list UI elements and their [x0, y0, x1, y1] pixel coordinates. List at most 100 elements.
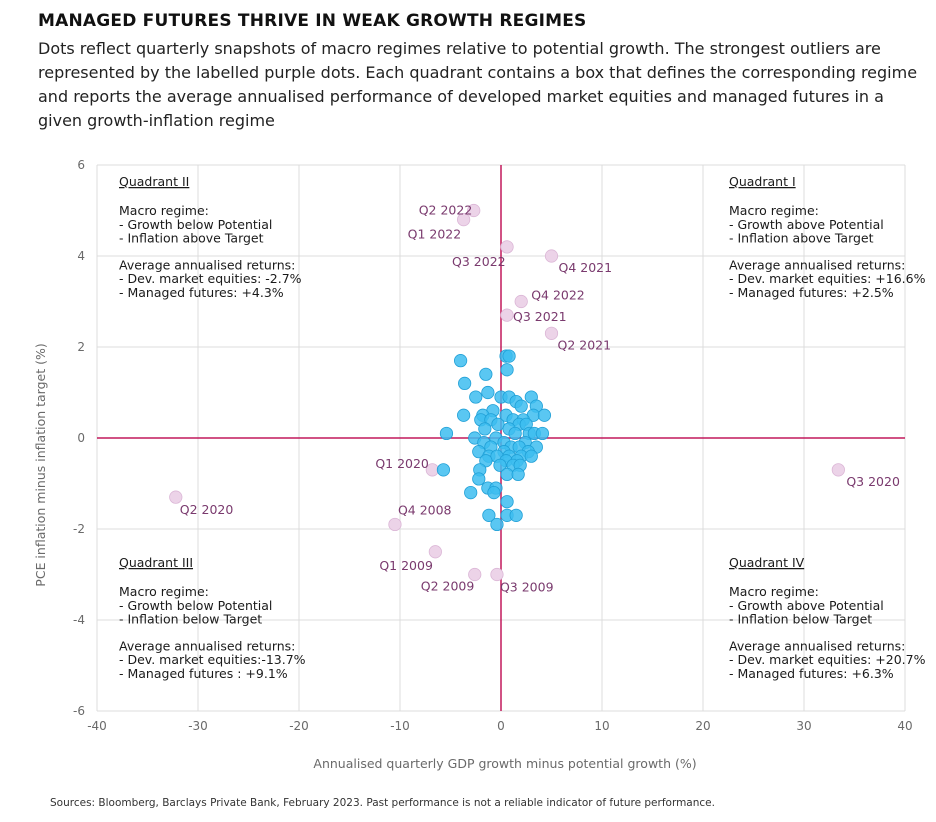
x-axis-label: Annualised quarterly GDP growth minus po…	[313, 756, 696, 771]
quadrant-text-line: - Growth below Potential	[119, 598, 272, 613]
chart-subtitle: Dots reflect quarterly snapshots of macr…	[38, 39, 918, 130]
quadrant-text-line: - Dev. market equities:-13.7%	[119, 652, 306, 667]
data-point	[439, 426, 454, 441]
outlier-label: Q4 2008	[398, 502, 452, 517]
y-tick-label: -2	[73, 522, 85, 536]
chart-title: MANAGED FUTURES THRIVE IN WEAK GROWTH RE…	[38, 11, 587, 31]
x-tick-label: -10	[390, 719, 410, 733]
data-point	[535, 426, 550, 441]
outlier-dot	[831, 463, 845, 477]
quadrant-text-line: Macro regime:	[119, 584, 209, 599]
outlier-label: Q2 2020	[180, 502, 234, 517]
quadrant-text-line: - Growth below Potential	[119, 217, 272, 232]
outlier-label: Q2 2022	[419, 203, 473, 218]
outlier-label: Q3 2022	[452, 254, 506, 269]
quadrant-text-line: Average annualised returns:	[119, 257, 295, 272]
x-tick-label: -30	[188, 719, 208, 733]
data-point	[514, 399, 528, 413]
outlier-label: Q1 2022	[408, 227, 462, 242]
outlier-dots	[169, 203, 845, 582]
quadrant-text-line: - Growth above Potential	[729, 217, 884, 232]
data-point	[457, 408, 471, 422]
quadrant-text-line: - Inflation above Target	[729, 231, 874, 246]
outlier-dot	[544, 249, 559, 263]
data-point	[436, 463, 451, 477]
data-point	[472, 472, 486, 486]
quadrant-text-line: - Managed futures: +4.3%	[119, 285, 284, 300]
outlier-dot	[514, 294, 528, 309]
outlier-label: Q1 2009	[379, 558, 433, 573]
data-point	[500, 495, 514, 509]
y-tick-label: 0	[77, 431, 85, 445]
x-tick-label: 10	[594, 719, 609, 733]
quadrant-text-line: - Managed futures: +2.5%	[729, 285, 894, 300]
data-point	[509, 508, 523, 522]
quadrant-text-line: Average annualised returns:	[729, 257, 905, 272]
outlier-dot	[500, 240, 514, 254]
quadrant-text-line: Macro regime:	[729, 584, 819, 599]
outlier-dot	[544, 326, 559, 340]
quadrant-heading: Quadrant II	[119, 174, 189, 189]
quadrant-heading: Quadrant III	[119, 555, 193, 570]
quadrant-heading: Quadrant I	[729, 174, 796, 189]
data-point	[502, 349, 516, 363]
x-tick-label: 20	[695, 719, 710, 733]
quadrant-text-line: - Inflation above Target	[119, 231, 264, 246]
outlier-dot	[457, 213, 471, 227]
x-tick-label: 0	[497, 719, 505, 733]
y-tick-label: 6	[77, 158, 85, 172]
data-point	[479, 454, 493, 468]
data-point	[524, 449, 538, 463]
outlier-label: Q2 2021	[558, 337, 612, 352]
outlier-dot	[468, 567, 482, 582]
outlier-dot	[467, 203, 481, 218]
data-point	[469, 390, 483, 404]
outlier-label: Q4 2022	[531, 288, 585, 303]
quadrant-box-ii: Quadrant II Macro regime:- Growth below P…	[119, 174, 302, 300]
outlier-label: Q2 2009	[421, 579, 475, 594]
outlier-dot	[388, 517, 402, 532]
quadrant-box-iii: Quadrant III Macro regime:- Growth below …	[119, 555, 306, 681]
quadrant-heading: Quadrant IV	[729, 555, 805, 570]
x-tick-label: -20	[289, 719, 309, 733]
x-tick-label: 30	[796, 719, 811, 733]
data-point	[491, 417, 505, 431]
quadrant-box-i: Quadrant I Macro regime:- Growth above Po…	[729, 174, 926, 300]
quadrant-text-line: - Growth above Potential	[729, 598, 884, 613]
outlier-label: Q3 2021	[513, 309, 567, 324]
data-point	[500, 467, 514, 481]
data-point	[508, 426, 522, 441]
outlier-dot	[490, 567, 504, 582]
quadrant-text-line: Macro regime:	[729, 203, 819, 218]
outlier-dot	[428, 545, 442, 559]
outlier-label: Q3 2009	[500, 580, 554, 595]
y-tick-label: -6	[73, 704, 85, 718]
x-tick-label: 40	[897, 719, 912, 733]
data-point	[537, 408, 552, 422]
data-point	[482, 508, 496, 522]
data-point	[464, 485, 478, 500]
quadrant-text-line: Average annualised returns:	[119, 638, 295, 653]
quadrant-text-line: Average annualised returns:	[729, 638, 905, 653]
quadrant-text-line: - Managed futures : +9.1%	[119, 666, 288, 681]
outlier-dot	[500, 308, 514, 322]
y-tick-label: 2	[77, 340, 85, 354]
data-point	[500, 363, 514, 377]
regular-dots	[436, 349, 552, 532]
data-point	[490, 517, 504, 532]
quadrant-text-line: - Dev. market equities: +16.6%	[729, 271, 926, 286]
data-point	[511, 467, 525, 481]
quadrant-text-line: - Managed futures: +6.3%	[729, 666, 894, 681]
x-tick-labels: -40 -30 -20 -10 0 10 20 30 40	[87, 719, 912, 733]
quadrant-box-iv: Quadrant IV Macro regime:- Growth above P…	[729, 555, 926, 681]
data-point	[453, 354, 468, 368]
data-point	[493, 458, 507, 472]
quadrant-text-line: - Inflation below Target	[119, 612, 262, 627]
outlier-label: Q1 2020	[375, 456, 429, 471]
x-tick-label: -40	[87, 719, 107, 733]
quadrant-text-line: Macro regime:	[119, 203, 209, 218]
y-axis-label: PCE inflation minus inflation target (%)	[33, 343, 48, 586]
quadrant-text-line: - Dev. market equities: +20.7%	[729, 652, 926, 667]
quadrant-text-line: - Inflation below Target	[729, 612, 872, 627]
